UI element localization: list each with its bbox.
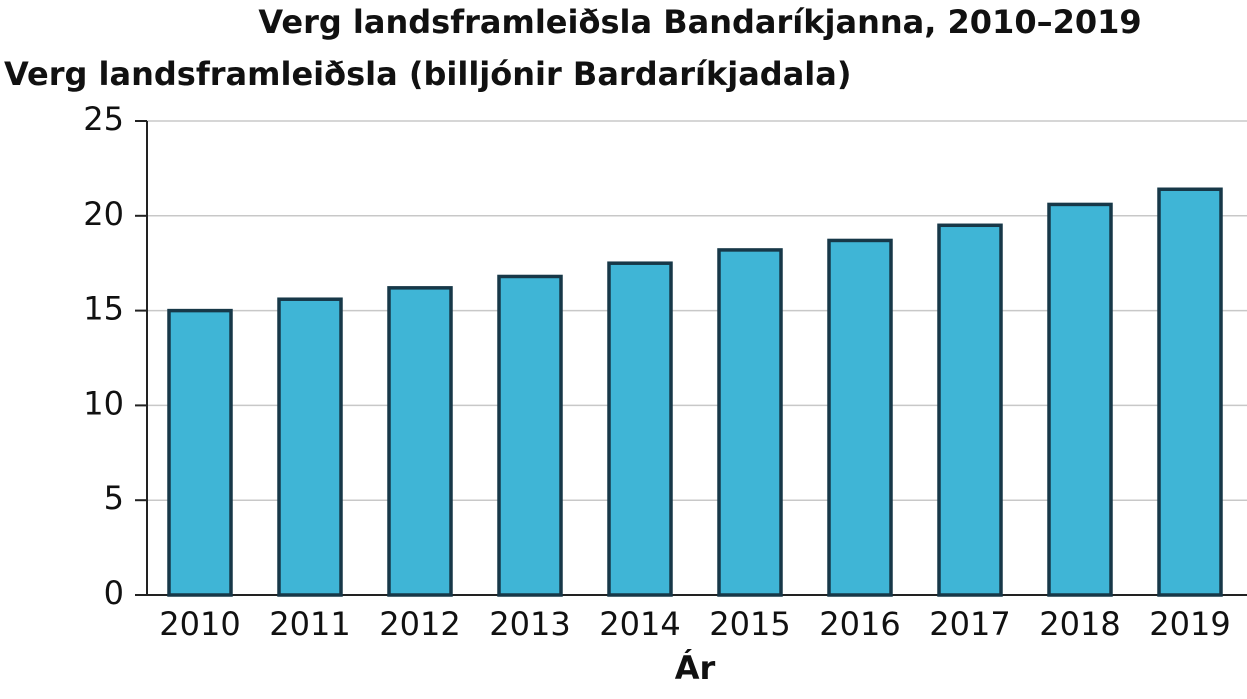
y-axis-title: Verg landsframleiðsla (billjónir Bardarí… (4, 55, 851, 93)
bar (937, 223, 1003, 597)
bar (497, 274, 563, 597)
x-tick-label: 2014 (599, 605, 680, 643)
bar (1157, 187, 1223, 597)
bar (167, 308, 233, 597)
y-tick-label: 0 (104, 574, 124, 612)
x-tick-label: 2016 (819, 605, 900, 643)
x-tick-label: 2010 (159, 605, 240, 643)
bar (827, 238, 893, 597)
bar (387, 286, 453, 597)
bar (1047, 202, 1113, 597)
bar (607, 261, 673, 597)
y-tick-label: 25 (83, 100, 124, 138)
x-tick-label: 2019 (1149, 605, 1230, 643)
x-tick-label: 2011 (269, 605, 350, 643)
y-tick-label: 10 (83, 384, 124, 422)
bar (717, 248, 783, 597)
x-tick-label: 2015 (709, 605, 790, 643)
y-tick-label: 20 (83, 195, 124, 233)
x-tick-label: 2012 (379, 605, 460, 643)
y-tick-label: 5 (104, 479, 124, 517)
bar (277, 297, 343, 597)
x-axis-title: Ár (675, 649, 716, 687)
chart-title: Verg landsframleiðsla Bandaríkjanna, 201… (258, 3, 1141, 41)
y-tick-label: 15 (83, 290, 124, 328)
x-tick-label: 2018 (1039, 605, 1120, 643)
x-tick-label: 2017 (929, 605, 1010, 643)
x-tick-label: 2013 (489, 605, 570, 643)
